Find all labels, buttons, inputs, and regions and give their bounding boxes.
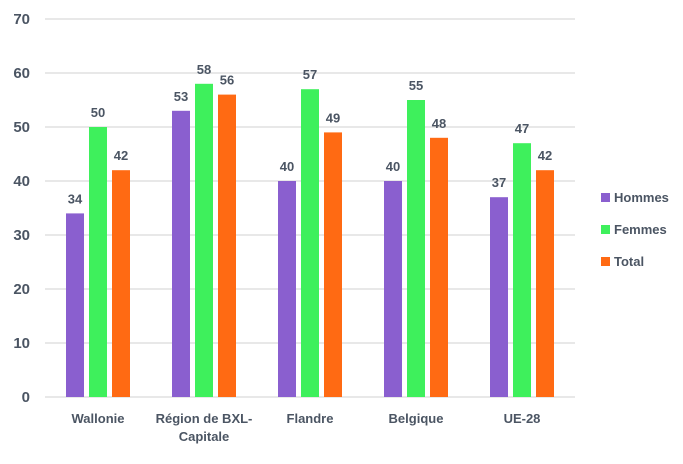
bar-hommes	[384, 181, 402, 397]
bar-femmes	[195, 83, 213, 398]
y-tick-label: 20	[13, 281, 30, 298]
x-category-label-line: Wallonie	[72, 411, 125, 426]
data-label: 40	[280, 159, 294, 174]
bar-femmes	[89, 127, 107, 397]
x-category-label-line: UE-28	[504, 411, 541, 426]
x-category-label: Flandre	[287, 411, 334, 426]
data-label: 34	[68, 191, 83, 206]
x-category-label: UE-28	[504, 411, 541, 426]
legend: Hommes Femmes Total	[601, 190, 669, 269]
data-labels: 34 50 42 53 58 56 40 57 49 40 55 48 37 47 42	[68, 62, 552, 207]
x-category-label-line: Région de BXL-	[156, 411, 253, 426]
bar-total	[536, 170, 554, 397]
bar-total	[430, 137, 448, 398]
data-label: 58	[197, 62, 211, 77]
y-tick-label: 40	[13, 173, 30, 190]
data-label: 56	[220, 73, 234, 88]
bar-total	[324, 132, 342, 397]
y-tick-label: 30	[13, 227, 30, 244]
data-label: 37	[492, 175, 506, 190]
bar-femmes	[407, 100, 425, 397]
y-tick-label: 0	[22, 389, 30, 406]
bar-hommes	[278, 181, 296, 397]
data-label: 57	[303, 67, 317, 82]
legend-swatch-total	[601, 257, 610, 266]
legend-label: Femmes	[614, 222, 667, 237]
legend-label: Total	[614, 254, 644, 269]
data-label: 48	[432, 116, 446, 131]
bar-femmes	[301, 89, 319, 397]
legend-label: Hommes	[614, 190, 669, 205]
y-tick-label: 10	[13, 335, 30, 352]
data-label: 47	[515, 121, 529, 136]
x-axis-categories: Wallonie Région de BXL- Capitale Flandre Bel…	[72, 411, 541, 444]
data-label: 42	[538, 148, 552, 163]
bar-total	[218, 94, 236, 397]
x-category-label-line: Belgique	[389, 411, 444, 426]
bars	[66, 83, 554, 398]
bar-hommes	[66, 213, 84, 397]
data-label: 49	[326, 110, 340, 125]
y-axis-ticks: 0 10 20 30 40 50 60 70	[13, 11, 30, 406]
data-label: 53	[174, 89, 188, 104]
x-category-label: Belgique	[389, 411, 444, 426]
legend-swatch-hommes	[601, 193, 610, 202]
data-label: 50	[91, 105, 105, 120]
legend-swatch-femmes	[601, 225, 610, 234]
bar-femmes	[513, 143, 531, 397]
bar-total	[112, 170, 130, 397]
bar-hommes	[172, 110, 190, 398]
data-label: 55	[409, 78, 423, 93]
bar-hommes	[490, 197, 508, 397]
data-label: 40	[386, 159, 400, 174]
y-tick-label: 60	[13, 65, 30, 82]
y-tick-label: 50	[13, 119, 30, 136]
x-category-label-line: Flandre	[287, 411, 334, 426]
data-label: 42	[114, 148, 128, 163]
x-category-label-line: Capitale	[179, 429, 230, 444]
x-category-label: Wallonie	[72, 411, 125, 426]
y-tick-label: 70	[13, 11, 30, 28]
x-category-label: Région de BXL- Capitale	[156, 411, 253, 444]
